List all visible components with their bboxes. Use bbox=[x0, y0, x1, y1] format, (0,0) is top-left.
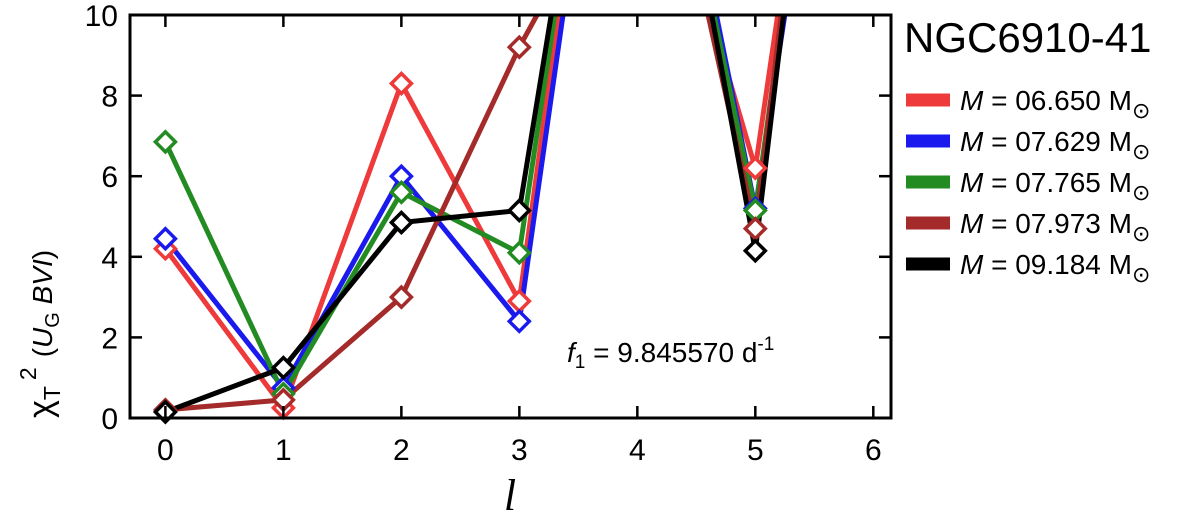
x-axis-label: l bbox=[504, 471, 516, 520]
legend-label-m: M bbox=[960, 208, 984, 239]
legend-label-sun: ⊙ bbox=[1132, 221, 1150, 246]
data-point-marker bbox=[506, 34, 532, 60]
axes-group: 0 1 2 3 4 5 6 0 2 4 6 8 10 bbox=[85, 0, 891, 467]
data-point-marker bbox=[506, 288, 532, 314]
y-tick-label: 8 bbox=[101, 81, 118, 114]
legend-label-sun: ⊙ bbox=[1132, 180, 1150, 205]
y-tick-label: 0 bbox=[101, 403, 118, 436]
data-point-marker bbox=[388, 71, 414, 96]
y-axis-label: χT 2 (UG BVI) bbox=[15, 250, 65, 418]
y-tick-label: 4 bbox=[101, 242, 118, 275]
y-tick-label: 6 bbox=[101, 161, 118, 194]
data-point-marker bbox=[506, 240, 532, 266]
y-tick-label: 2 bbox=[101, 322, 118, 355]
x-tick-label: 3 bbox=[511, 434, 528, 467]
ylabel-chi: χ bbox=[22, 400, 60, 418]
legend-label: M = 07.765 M⊙ bbox=[960, 167, 1150, 205]
x-tick-label: 0 bbox=[157, 434, 174, 467]
x-tick-label: 1 bbox=[275, 434, 292, 467]
x-tick-label: 2 bbox=[393, 434, 410, 467]
annotation-f: f bbox=[567, 337, 578, 368]
legend-label-sun: ⊙ bbox=[1132, 98, 1150, 123]
data-point-marker bbox=[388, 284, 414, 310]
plot-frame bbox=[128, 13, 893, 420]
legend-label-m: M bbox=[960, 85, 984, 116]
legend-label-sun: ⊙ bbox=[1132, 262, 1150, 287]
ylabel-sub-t: T bbox=[39, 386, 65, 400]
y-tick-label: 10 bbox=[85, 0, 118, 33]
data-point-marker bbox=[742, 238, 768, 264]
data-point-marker bbox=[506, 198, 532, 223]
x-tick-label: 6 bbox=[865, 434, 882, 467]
data-point-marker bbox=[388, 210, 414, 235]
chart-title: NGC6910-41 bbox=[904, 14, 1151, 61]
svg-text:χT2(UG BVI): χT 2 (UG BVI) bbox=[15, 250, 65, 418]
annotation-sub: 1 bbox=[575, 352, 586, 373]
legend-label-text: = 07.973 M bbox=[983, 208, 1132, 239]
legend-label: M = 07.629 M⊙ bbox=[960, 126, 1150, 164]
data-point-marker bbox=[506, 308, 532, 334]
ylabel-close-paren: ) bbox=[27, 250, 58, 259]
x-tick-label: 4 bbox=[629, 434, 646, 467]
legend-label: M = 07.973 M⊙ bbox=[960, 208, 1150, 246]
ylabel-u: U bbox=[27, 327, 58, 348]
ylabel-sup-2: 2 bbox=[15, 367, 41, 380]
legend-label-text: = 09.184 M bbox=[983, 249, 1132, 280]
legend-label: M = 09.184 M⊙ bbox=[960, 249, 1150, 287]
data-point-marker bbox=[388, 179, 414, 205]
legend: M = 06.650 M⊙M = 07.629 M⊙M = 07.765 M⊙M… bbox=[906, 85, 1150, 287]
ylabel-sub-g: G bbox=[42, 312, 64, 328]
annotation-sup: -1 bbox=[757, 334, 774, 355]
ylabel-bands: BVI bbox=[27, 259, 58, 312]
legend-label-m: M bbox=[960, 249, 984, 280]
legend-label: M = 06.650 M⊙ bbox=[960, 85, 1150, 123]
series-line-5 bbox=[164, 15, 554, 415]
ylabel-open-paren: ( bbox=[27, 347, 58, 357]
legend-label-text: = 06.650 M bbox=[983, 85, 1132, 116]
data-point-marker bbox=[152, 226, 178, 252]
data-point-marker bbox=[270, 355, 296, 381]
legend-label-text: = 07.629 M bbox=[983, 126, 1132, 157]
data-point-marker bbox=[152, 129, 178, 155]
frequency-annotation: f1 = 9.845570 d-1 bbox=[567, 334, 774, 373]
legend-label-sun: ⊙ bbox=[1132, 139, 1150, 164]
annotation-text: = 9.845570 d bbox=[585, 337, 757, 368]
plot-markers-group bbox=[152, 34, 768, 425]
x-tick-label: 5 bbox=[747, 434, 764, 467]
data-point-marker bbox=[742, 155, 768, 181]
legend-label-m: M bbox=[960, 167, 984, 198]
legend-label-text: = 07.765 M bbox=[983, 167, 1132, 198]
legend-label-m: M bbox=[960, 126, 984, 157]
